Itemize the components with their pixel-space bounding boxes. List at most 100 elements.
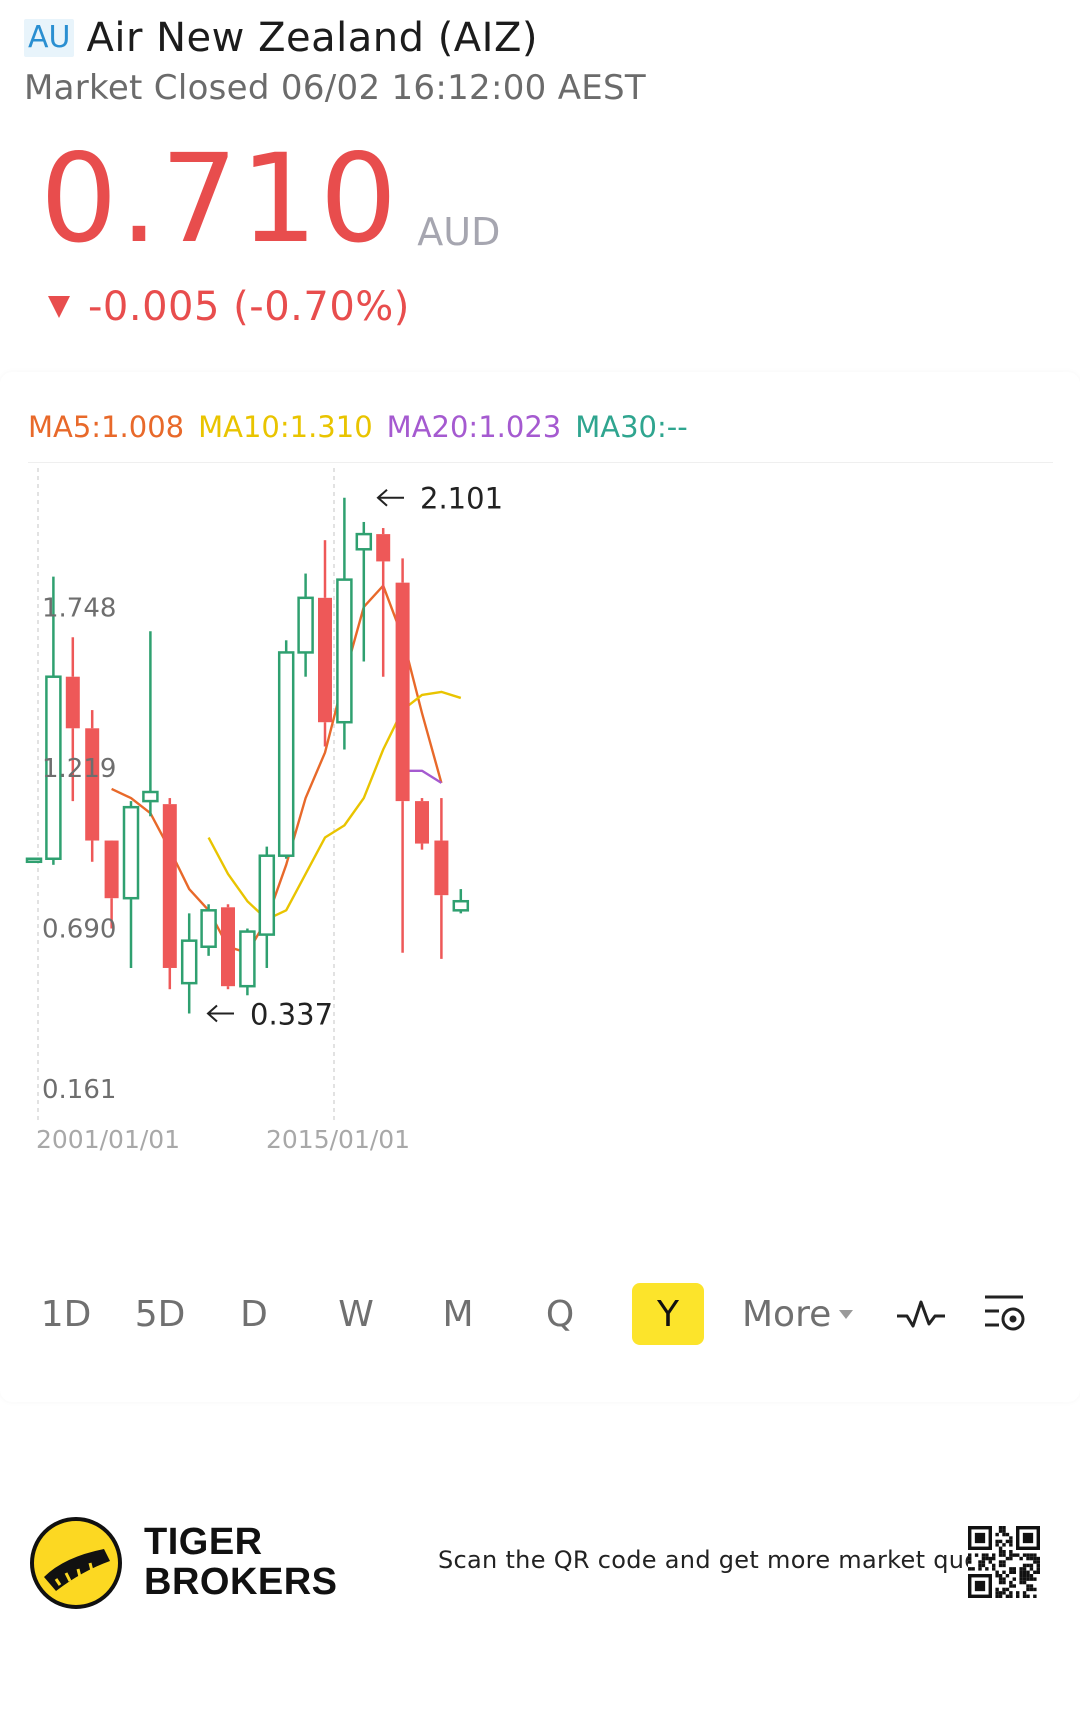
arrow-head	[376, 488, 388, 507]
candle-body	[297, 596, 314, 654]
period-m[interactable]: M	[442, 1293, 474, 1335]
chart-settings-icon[interactable]	[981, 1291, 1029, 1337]
candle-body	[395, 582, 410, 802]
price-row: 0.710 AUD	[40, 128, 501, 270]
candle-body	[277, 651, 295, 857]
candle-body	[180, 939, 198, 985]
candle-up	[25, 857, 43, 864]
candle-down	[434, 798, 449, 959]
qr-code[interactable]	[968, 1526, 1040, 1598]
candle-down	[415, 798, 429, 850]
low-annotation: 0.337	[206, 997, 333, 1031]
candle-up	[142, 631, 159, 817]
high-annotation: 2.101	[376, 482, 503, 516]
candle-down	[318, 540, 332, 747]
candle-down	[376, 528, 391, 677]
period-d[interactable]: D	[240, 1293, 268, 1335]
candle-body	[162, 804, 177, 968]
title-row: AU Air New Zealand (AIZ)	[24, 14, 1054, 62]
candle-up	[277, 640, 295, 859]
candle-body	[45, 675, 62, 861]
candle-up	[355, 521, 373, 662]
candlestick-chart[interactable]: 2.2771.7481.2190.6900.1612001/01/012015/…	[0, 465, 1080, 1255]
ma5-line	[111, 584, 443, 955]
ma20-value: MA20:1.023	[386, 410, 562, 444]
candle-up	[258, 846, 276, 968]
change-row: -0.005 (-0.70%)	[40, 284, 500, 330]
period-q[interactable]: Q	[545, 1293, 575, 1335]
period-5d[interactable]: 5D	[134, 1293, 186, 1335]
y-tick-label: 0.161	[42, 1075, 116, 1105]
candle-body	[25, 857, 43, 864]
ma10-value: MA10:1.310	[198, 410, 373, 444]
candle-down	[85, 710, 100, 862]
high-annotation-text: 2.101	[420, 482, 503, 516]
candle-body	[452, 899, 470, 912]
tiger-logo	[30, 1517, 122, 1609]
candle-up	[239, 928, 256, 996]
footer-message: Scan the QR code and get more market quo…	[438, 1546, 1017, 1574]
candle-up	[200, 904, 217, 956]
candle-body	[142, 790, 159, 803]
x-tick-label: 2015/01/01	[266, 1125, 410, 1154]
candle-up	[336, 497, 353, 750]
candle-body	[336, 578, 353, 724]
ma-legend: MA5:1.008 MA10:1.310 MA20:1.023 MA30:--	[28, 410, 688, 444]
ma10-line	[207, 690, 462, 921]
period-y[interactable]: Y	[632, 1283, 704, 1345]
price-change: -0.005 (-0.70%)	[88, 284, 410, 330]
more-label: More	[742, 1293, 832, 1335]
period-1d[interactable]: 1D	[40, 1293, 92, 1335]
down-triangle-icon	[48, 296, 70, 318]
caret-down-icon	[839, 1309, 854, 1319]
candle-body	[376, 534, 391, 562]
ma30-value: MA30:--	[575, 410, 688, 444]
brand-line-1: TIGER	[144, 1521, 263, 1563]
more-periods-button[interactable]: More	[742, 1293, 854, 1335]
market-badge: AU	[24, 19, 75, 57]
period-selector: 1D 5D D W M Q Y More	[28, 1282, 1058, 1346]
y-tick-label: 0.690	[42, 915, 116, 945]
y-tick-label: 1.748	[42, 594, 116, 624]
arrow-head	[206, 1004, 218, 1023]
candle-body	[104, 840, 119, 899]
candle-down	[395, 558, 410, 953]
candle-up	[122, 801, 140, 968]
stock-name: Air New Zealand (AIZ)	[86, 15, 538, 61]
candle-body	[239, 930, 256, 988]
divider	[28, 462, 1053, 463]
chart-card	[0, 372, 1080, 1402]
candle-body	[415, 801, 429, 844]
currency: AUD	[417, 210, 501, 254]
candle-up	[297, 573, 314, 677]
candle-down	[104, 840, 119, 929]
candle-body	[122, 805, 140, 900]
candle-up	[452, 889, 470, 914]
indicator-icon[interactable]	[895, 1294, 947, 1334]
candle-body	[221, 907, 235, 987]
y-tick-label: 1.219	[42, 754, 116, 784]
candle-body	[65, 676, 80, 729]
low-annotation-text: 0.337	[250, 997, 333, 1031]
brand-name: TIGER BROKERS	[144, 1522, 338, 1602]
candle-body	[200, 909, 217, 948]
candle-body	[355, 532, 373, 551]
candle-down	[65, 637, 80, 802]
x-tick-label: 2001/01/01	[36, 1125, 180, 1154]
candle-down	[221, 904, 235, 990]
candle-up	[45, 576, 62, 865]
brand-line-2: BROKERS	[144, 1561, 338, 1603]
candle-body	[258, 854, 276, 936]
price-block: 0.710 AUD -0.005 (-0.70%)	[40, 128, 501, 330]
candle-up	[180, 913, 198, 1014]
candle-down	[162, 798, 177, 990]
candle-body	[318, 597, 332, 723]
period-w[interactable]: W	[338, 1293, 374, 1335]
footer-banner: TIGER BROKERS Scan the QR code and get m…	[30, 1512, 1050, 1612]
candle-body	[434, 840, 449, 896]
ma5-value: MA5:1.008	[28, 410, 185, 444]
candle-body	[85, 728, 100, 841]
market-status: Market Closed 06/02 16:12:00 AEST	[24, 68, 646, 108]
last-price: 0.710	[40, 128, 400, 270]
quote-header: AU Air New Zealand (AIZ) Market Closed 0…	[24, 14, 1054, 108]
